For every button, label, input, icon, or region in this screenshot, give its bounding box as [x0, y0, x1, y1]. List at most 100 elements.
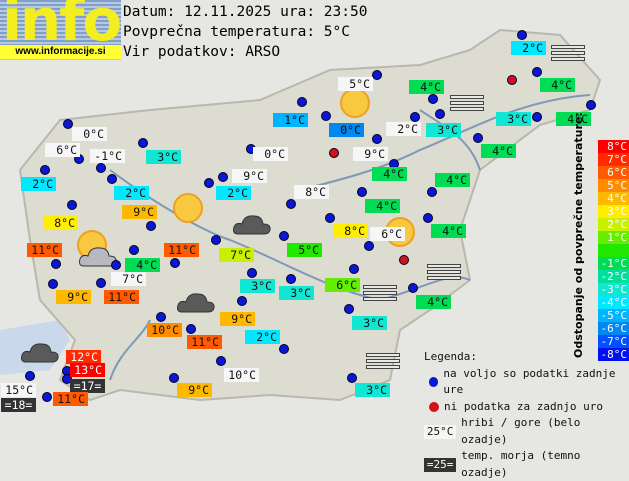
station-dot[interactable]: [586, 100, 596, 110]
station-dot[interactable]: [372, 134, 382, 144]
station-temperature[interactable]: 9°C: [353, 147, 388, 161]
station-dot[interactable]: [96, 163, 106, 173]
station-temperature[interactable]: 8°C: [43, 216, 78, 230]
station-dot[interactable]: [279, 231, 289, 241]
station-temperature[interactable]: 5°C: [287, 243, 322, 257]
station-temperature[interactable]: 4°C: [435, 173, 470, 187]
station-dot[interactable]: [211, 235, 221, 245]
station-temperature[interactable]: 2°C: [245, 330, 280, 344]
station-dot[interactable]: [138, 138, 148, 148]
station-temperature[interactable]: 2°C: [21, 177, 56, 191]
station-temperature[interactable]: 5°C: [338, 77, 373, 91]
station-dot[interactable]: [517, 30, 527, 40]
station-dot[interactable]: [170, 258, 180, 268]
station-temperature[interactable]: 4°C: [125, 258, 160, 272]
station-dot[interactable]: [286, 199, 296, 209]
station-temperature[interactable]: 4°C: [540, 78, 575, 92]
station-dot[interactable]: [40, 165, 50, 175]
station-temperature[interactable]: 2°C: [511, 41, 546, 55]
station-temperature[interactable]: 1°C: [273, 113, 308, 127]
station-temperature[interactable]: 3°C: [240, 279, 275, 293]
station-temperature[interactable]: 11°C: [104, 290, 139, 304]
station-temperature[interactable]: 4°C: [481, 144, 516, 158]
station-dot[interactable]: [279, 344, 289, 354]
station-temperature[interactable]: 4°C: [365, 199, 400, 213]
station-dot[interactable]: [42, 392, 52, 402]
station-temperature[interactable]: 8°C: [333, 224, 368, 238]
station-temperature[interactable]: 9°C: [177, 383, 212, 397]
station-temperature[interactable]: =18=: [1, 398, 36, 412]
station-temperature[interactable]: 4°C: [372, 167, 407, 181]
station-dot[interactable]: [532, 112, 542, 122]
station-temperature[interactable]: 6°C: [45, 143, 80, 157]
station-temperature[interactable]: 0°C: [253, 147, 288, 161]
station-temperature[interactable]: =17=: [70, 379, 105, 393]
station-dot[interactable]: [321, 111, 331, 121]
station-temperature[interactable]: 6°C: [325, 278, 360, 292]
station-dot[interactable]: [156, 312, 166, 322]
station-temperature[interactable]: 11°C: [53, 392, 88, 406]
station-dot[interactable]: [96, 278, 106, 288]
station-dot[interactable]: [325, 213, 335, 223]
station-dot[interactable]: [218, 172, 228, 182]
station-temperature[interactable]: 6°C: [370, 227, 405, 241]
station-dot[interactable]: [344, 304, 354, 314]
station-dot[interactable]: [372, 70, 382, 80]
station-temperature[interactable]: 7°C: [111, 272, 146, 286]
station-dot[interactable]: [237, 296, 247, 306]
station-temperature[interactable]: 4°C: [409, 80, 444, 94]
station-temperature[interactable]: 11°C: [164, 243, 199, 257]
station-dot[interactable]: [364, 241, 374, 251]
station-temperature[interactable]: 9°C: [56, 290, 91, 304]
station-dot[interactable]: [357, 187, 367, 197]
station-dot[interactable]: [286, 274, 296, 284]
station-dot[interactable]: [428, 94, 438, 104]
station-dot[interactable]: [247, 268, 257, 278]
station-dot[interactable]: [48, 279, 58, 289]
station-dot[interactable]: [186, 324, 196, 334]
station-dot[interactable]: [473, 133, 483, 143]
station-dot[interactable]: [347, 373, 357, 383]
station-dot[interactable]: [63, 119, 73, 129]
station-missing-dot[interactable]: [507, 75, 517, 85]
station-temperature[interactable]: 3°C: [426, 123, 461, 137]
station-temperature[interactable]: 3°C: [279, 286, 314, 300]
station-temperature[interactable]: 2°C: [216, 186, 251, 200]
station-temperature[interactable]: 13°C: [70, 363, 105, 377]
station-temperature[interactable]: 10°C: [224, 368, 259, 382]
station-dot[interactable]: [204, 178, 214, 188]
station-missing-dot[interactable]: [329, 148, 339, 158]
station-temperature[interactable]: 4°C: [416, 295, 451, 309]
station-temperature[interactable]: 8°C: [294, 185, 329, 199]
station-dot[interactable]: [410, 112, 420, 122]
station-dot[interactable]: [216, 356, 226, 366]
station-temperature[interactable]: -1°C: [90, 149, 125, 163]
station-temperature[interactable]: 4°C: [556, 112, 591, 126]
station-temperature[interactable]: 0°C: [329, 123, 364, 137]
station-missing-dot[interactable]: [399, 255, 409, 265]
station-dot[interactable]: [297, 97, 307, 107]
station-dot[interactable]: [532, 67, 542, 77]
station-dot[interactable]: [146, 221, 156, 231]
station-dot[interactable]: [427, 187, 437, 197]
logo[interactable]: info www.informacije.si: [0, 0, 122, 60]
station-dot[interactable]: [349, 264, 359, 274]
station-temperature[interactable]: 7°C: [219, 248, 254, 262]
logo-url[interactable]: www.informacije.si: [0, 45, 121, 59]
station-temperature[interactable]: 9°C: [122, 205, 157, 219]
station-dot[interactable]: [129, 245, 139, 255]
station-temperature[interactable]: 15°C: [1, 383, 36, 397]
station-temperature[interactable]: 9°C: [232, 169, 267, 183]
station-temperature[interactable]: 12°C: [66, 350, 101, 364]
station-temperature[interactable]: 10°C: [147, 323, 182, 337]
station-temperature[interactable]: 2°C: [386, 122, 421, 136]
station-dot[interactable]: [25, 371, 35, 381]
station-temperature[interactable]: 2°C: [114, 186, 149, 200]
station-dot[interactable]: [169, 373, 179, 383]
station-temperature[interactable]: 11°C: [187, 335, 222, 349]
station-temperature[interactable]: 3°C: [352, 316, 387, 330]
station-dot[interactable]: [408, 283, 418, 293]
station-dot[interactable]: [111, 260, 121, 270]
station-temperature[interactable]: 11°C: [27, 243, 62, 257]
station-dot[interactable]: [107, 174, 117, 184]
